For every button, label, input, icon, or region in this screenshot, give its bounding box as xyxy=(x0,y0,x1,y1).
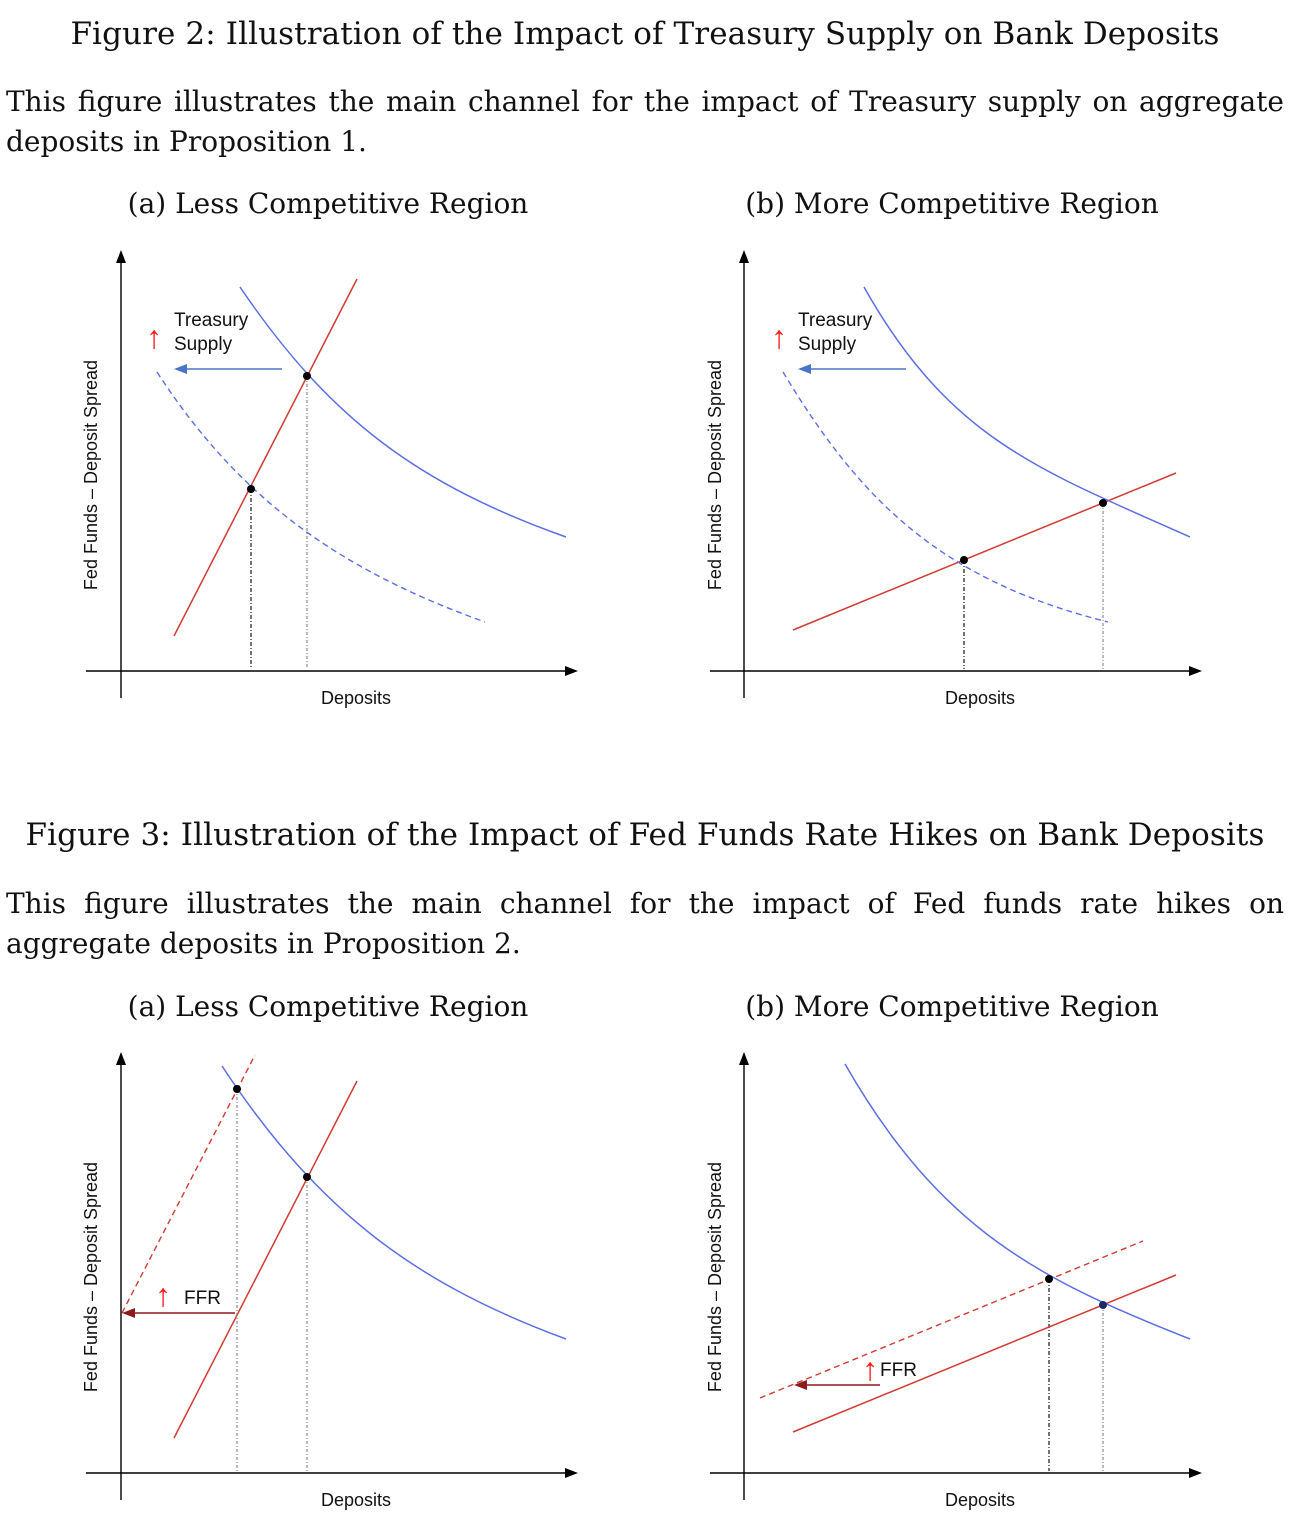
y-axis-label: Fed Funds – Deposit Spread xyxy=(705,1162,725,1392)
annotation-ffr: FFR xyxy=(880,1360,917,1381)
x-axis-arrowhead xyxy=(565,1468,578,1478)
supply-curve xyxy=(792,1274,1177,1433)
y-axis-arrowhead xyxy=(116,250,126,263)
x-axis-label: Deposits xyxy=(945,1490,1015,1510)
supply-curve xyxy=(173,1080,358,1439)
figure-3-caption: This figure illustrates the main channel… xyxy=(6,887,1284,960)
figure-2-title: Figure 2: Illustration of the Impact of … xyxy=(70,16,1220,52)
y-axis-label: Fed Funds – Deposit Spread xyxy=(705,360,725,590)
demand-curve xyxy=(221,1065,567,1340)
annotation-treasury: Treasury xyxy=(174,310,249,331)
demand-curve xyxy=(239,286,567,538)
equilibrium-point-new xyxy=(1045,1275,1053,1283)
equilibrium-point-new xyxy=(233,1085,241,1093)
x-axis-label: Deposits xyxy=(321,1490,391,1510)
shift-arrowhead xyxy=(122,1308,135,1318)
x-axis-label: Deposits xyxy=(945,688,1015,708)
up-arrow-icon: ↑ xyxy=(771,319,787,355)
y-axis-arrowhead xyxy=(739,250,749,263)
annotation-supply: Supply xyxy=(174,334,233,355)
figure-3a-diagram: ↑ FFR Deposits Fed Funds – Deposit Sprea… xyxy=(81,1052,578,1510)
figure-2b-title: (b) More Competitive Region xyxy=(745,187,1159,220)
y-axis-label: Fed Funds – Deposit Spread xyxy=(81,360,101,590)
equilibrium-point-old xyxy=(1099,499,1107,507)
up-arrow-icon: ↑ xyxy=(155,1277,171,1313)
x-axis-arrowhead xyxy=(1189,1468,1202,1478)
y-axis-arrowhead xyxy=(116,1052,126,1065)
figure-2b-diagram: ↑ Treasury Supply Deposits Fed Funds – D… xyxy=(705,250,1202,708)
equilibrium-point-old xyxy=(303,372,311,380)
supply-curve-shifted xyxy=(759,1240,1144,1399)
figure-2a-diagram: ↑ Treasury Supply Deposits Fed Funds – D… xyxy=(81,250,578,708)
x-axis-arrowhead xyxy=(565,666,578,676)
supply-curve-shifted xyxy=(121,1054,256,1314)
annotation-treasury: Treasury xyxy=(798,310,873,331)
annotation-supply: Supply xyxy=(798,334,857,355)
figure-3-title: Figure 3: Illustration of the Impact of … xyxy=(25,817,1265,853)
x-axis-arrowhead xyxy=(1189,666,1202,676)
shift-arrowhead xyxy=(794,1380,807,1390)
shift-arrowhead xyxy=(174,364,187,374)
demand-curve xyxy=(844,1063,1191,1340)
x-axis-label: Deposits xyxy=(321,688,391,708)
figure-3b-title: (b) More Competitive Region xyxy=(745,990,1159,1023)
up-arrow-icon: ↑ xyxy=(862,1351,878,1387)
demand-curve xyxy=(863,286,1191,538)
equilibrium-point-new xyxy=(247,485,255,493)
demand-curve-shifted xyxy=(156,371,486,623)
demand-curve-shifted xyxy=(782,371,1109,623)
supply-curve xyxy=(792,472,1177,631)
supply-curve xyxy=(173,278,358,637)
equilibrium-point-old xyxy=(303,1173,311,1181)
shift-arrowhead xyxy=(798,364,811,374)
equilibrium-point-old xyxy=(1099,1301,1107,1309)
y-axis-label: Fed Funds – Deposit Spread xyxy=(81,1162,101,1392)
y-axis-arrowhead xyxy=(739,1052,749,1065)
figure-2-caption: This figure illustrates the main channel… xyxy=(6,85,1284,158)
up-arrow-icon: ↑ xyxy=(146,319,162,355)
figure-2a-title: (a) Less Competitive Region xyxy=(127,187,529,220)
figure-3a-title: (a) Less Competitive Region xyxy=(127,990,529,1023)
equilibrium-point-new xyxy=(960,556,968,564)
annotation-ffr: FFR xyxy=(184,1288,221,1309)
